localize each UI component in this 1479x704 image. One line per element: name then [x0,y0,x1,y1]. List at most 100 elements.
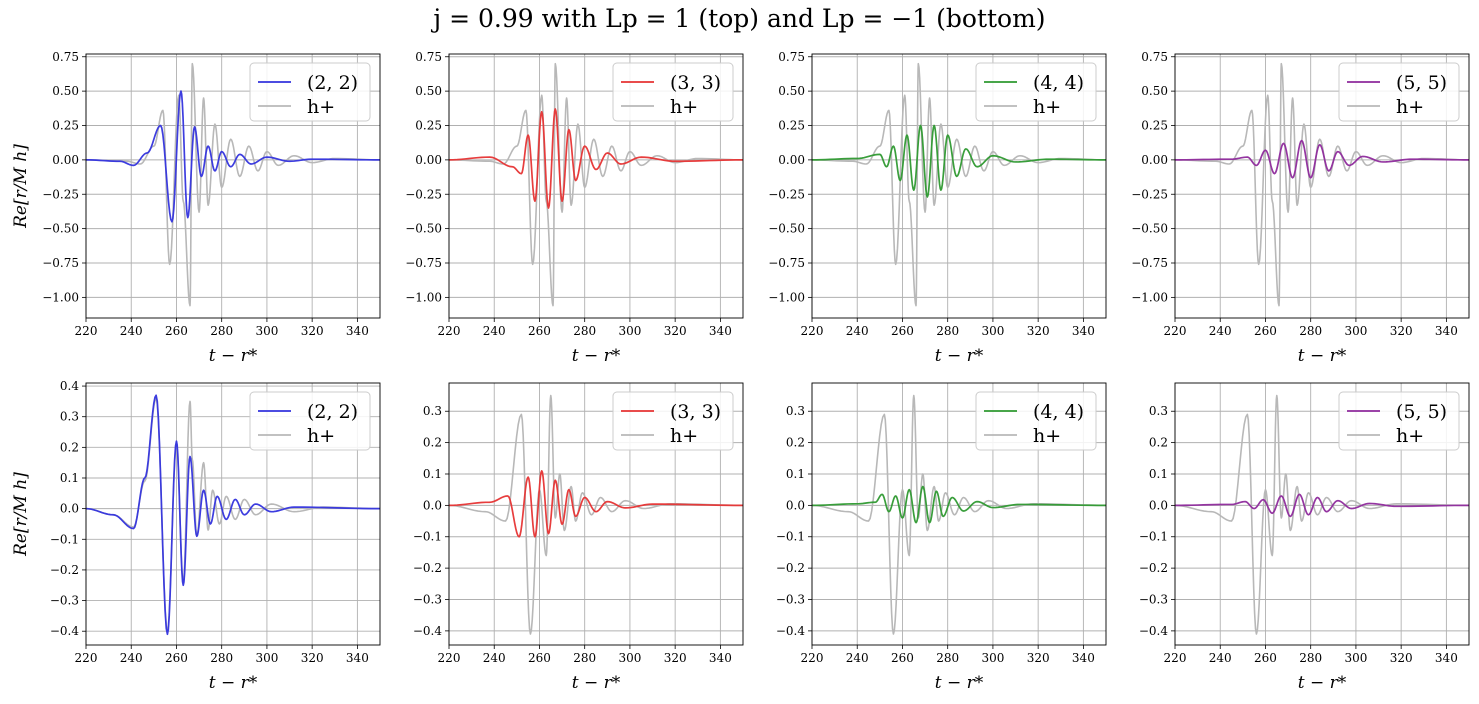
x-axis-label: t − r* [1298,673,1347,693]
series-line-hplus [449,394,743,635]
x-tick-label: 340 [346,651,369,665]
x-tick-label: 340 [1072,651,1095,665]
legend-label: (4, 4) [1033,72,1084,94]
y-tick-label: 0.50 [778,84,805,98]
series-line-hplus [1175,62,1469,307]
x-tick-label: 300 [1344,651,1367,665]
legend-label: (5, 5) [1396,72,1447,94]
y-tick-label: 0.1 [1149,467,1168,481]
y-tick-label: −0.50 [405,222,442,236]
legend-label: h+ [1396,96,1424,118]
x-tick-label: 220 [801,651,824,665]
y-tick-label: 0.25 [415,119,442,133]
x-tick-label: 320 [664,651,687,665]
y-tick-label: 0.3 [786,404,805,418]
series-line-mode [449,470,743,538]
x-tick-label: 260 [165,324,188,338]
y-tick-label: 0.00 [778,153,805,167]
y-tick-label: −0.75 [405,256,442,270]
x-tick-label: 260 [1254,651,1277,665]
subplot-frame [1174,382,1470,646]
legend-label: (5, 5) [1396,401,1447,423]
y-tick-label: −0.50 [768,222,805,236]
x-tick-label: 300 [981,651,1004,665]
series-line-mode [449,108,743,209]
y-tick-label: −0.4 [1139,624,1169,638]
y-tick-label: −0.4 [776,624,806,638]
y-tick-label: −1.00 [42,290,79,304]
x-tick-label: 340 [346,324,369,338]
x-tick-label: 320 [664,324,687,338]
x-axis-label: t − r* [209,673,258,693]
y-tick-label: 0.25 [1141,119,1168,133]
series-line-hplus [86,62,380,307]
subplot-top-2: 220 240 260 280 300 320 340 −1.00 −0.75 −0.50 −0.2… [768,50,1107,366]
subplot-top-1: 220 240 260 280 300 320 340 −1.00 −0.75 −0.50 −0.2… [405,50,744,366]
x-tick-label: 280 [936,651,959,665]
x-tick-label: 220 [801,324,824,338]
y-tick-label: −0.50 [1131,222,1168,236]
y-tick-label: 0.2 [60,440,79,454]
y-tick-label: −0.2 [776,561,805,575]
x-axis-label: t − r* [935,346,984,366]
subplot-bottom-3: 220 240 260 280 300 320 340 −0.4 −0.3 −0.2 −0.1 0.0… [1139,382,1470,693]
x-tick-label: 280 [210,324,233,338]
y-tick-label: −0.3 [413,593,442,607]
legend-label: (4, 4) [1033,401,1084,423]
x-tick-label: 240 [483,651,506,665]
y-tick-label: 0.1 [423,467,442,481]
x-tick-label: 280 [936,324,959,338]
y-tick-label: −0.2 [413,561,442,575]
y-tick-label: 0.75 [415,50,442,64]
y-tick-label: −0.2 [50,563,79,577]
x-tick-label: 300 [618,324,641,338]
y-tick-label: 0.0 [60,502,79,516]
legend-label: h+ [670,96,698,118]
y-tick-label: −0.75 [42,256,79,270]
y-tick-label: −1.00 [405,290,442,304]
y-tick-label: −0.75 [1131,256,1168,270]
series-line-mode [86,394,380,636]
x-axis-label: t − r* [209,346,258,366]
subplot-frame [448,53,744,319]
y-tick-label: 0.1 [60,471,79,485]
subplot-frame [85,53,381,319]
series-line-mode [1175,493,1469,518]
x-tick-label: 280 [573,324,596,338]
y-axis-label: Re[r/M h] [11,144,31,229]
x-tick-label: 320 [1027,651,1050,665]
x-tick-label: 260 [528,324,551,338]
y-tick-label: 0.50 [1141,84,1168,98]
y-tick-label: −1.00 [1131,290,1168,304]
x-tick-label: 220 [75,651,98,665]
legend-label: h+ [1033,96,1061,118]
y-tick-label: 0.2 [786,436,805,450]
series-line-mode [812,485,1106,524]
x-tick-label: 320 [301,324,324,338]
x-tick-label: 300 [1344,324,1367,338]
y-tick-label: 0.3 [60,410,79,424]
y-tick-label: −0.25 [768,187,805,201]
series-line-mode [812,124,1106,198]
y-tick-label: 0.3 [1149,404,1168,418]
x-tick-label: 340 [1435,324,1458,338]
series-line-mode [1175,139,1469,179]
y-tick-label: −0.4 [50,624,80,638]
x-tick-label: 320 [301,651,324,665]
x-tick-label: 220 [1164,651,1187,665]
y-tick-label: 0.4 [60,379,79,393]
legend-label: h+ [1396,425,1424,447]
x-tick-label: 340 [709,651,732,665]
y-tick-label: 0.50 [52,84,79,98]
y-tick-label: 0.25 [778,119,805,133]
y-tick-label: −0.1 [50,532,79,546]
x-tick-label: 260 [891,324,914,338]
x-tick-label: 300 [618,651,641,665]
x-axis-label: t − r* [1298,346,1347,366]
x-tick-label: 280 [1299,651,1322,665]
y-axis-label: Re[r/M h] [11,472,31,557]
x-axis-label: t − r* [572,673,621,693]
y-tick-label: −0.25 [405,187,442,201]
y-tick-label: 0.2 [1149,436,1168,450]
